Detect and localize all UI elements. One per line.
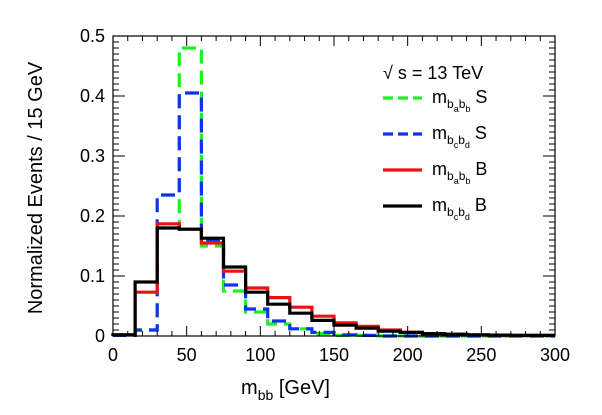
histogram-lines (111, 46, 555, 338)
y-tick-label: 0.2 (80, 206, 105, 226)
x-tick-label: 300 (540, 345, 570, 365)
legend-label: mbcbd S (432, 123, 487, 150)
series-1-histogram-line (111, 91, 555, 338)
legend-label: mbcbd B (432, 195, 487, 222)
x-tick-label: 150 (319, 345, 349, 365)
legend-label: mbabb B (432, 159, 487, 186)
y-tick-label: 0.1 (80, 266, 105, 286)
x-axis-title-main: m (241, 377, 258, 399)
y-tick-label: 0.4 (80, 86, 105, 106)
x-axis-title-unit: [GeV] (279, 377, 330, 399)
x-tick-label: 0 (108, 345, 118, 365)
axis-ticks (112, 35, 556, 337)
x-axis-title: mbb [GeV] (241, 377, 330, 403)
y-tick-label: 0 (95, 326, 105, 346)
x-axis-title-sub: bb (258, 387, 274, 403)
y-tick-label: 0.3 (80, 146, 105, 166)
x-tick-label: 100 (245, 345, 275, 365)
y-axis-title: Normalized Events / 15 GeV (25, 61, 47, 314)
x-tick-label: 200 (393, 345, 423, 365)
legend-label: mbabb S (432, 87, 487, 114)
x-tick-label: 50 (177, 345, 197, 365)
series-3-histogram-line (111, 226, 555, 337)
tick-labels: 0 50 100 150 200 250 300 0 0.1 0.2 0.3 0.4 0.5 (80, 26, 570, 365)
legend: mbabb S mbcbd S mbabb B mbcbd B (383, 87, 487, 222)
x-tick-label: 250 (466, 345, 496, 365)
energy-annotation: √ s = 13 TeV (383, 63, 483, 83)
y-tick-label: 0.5 (80, 26, 105, 46)
